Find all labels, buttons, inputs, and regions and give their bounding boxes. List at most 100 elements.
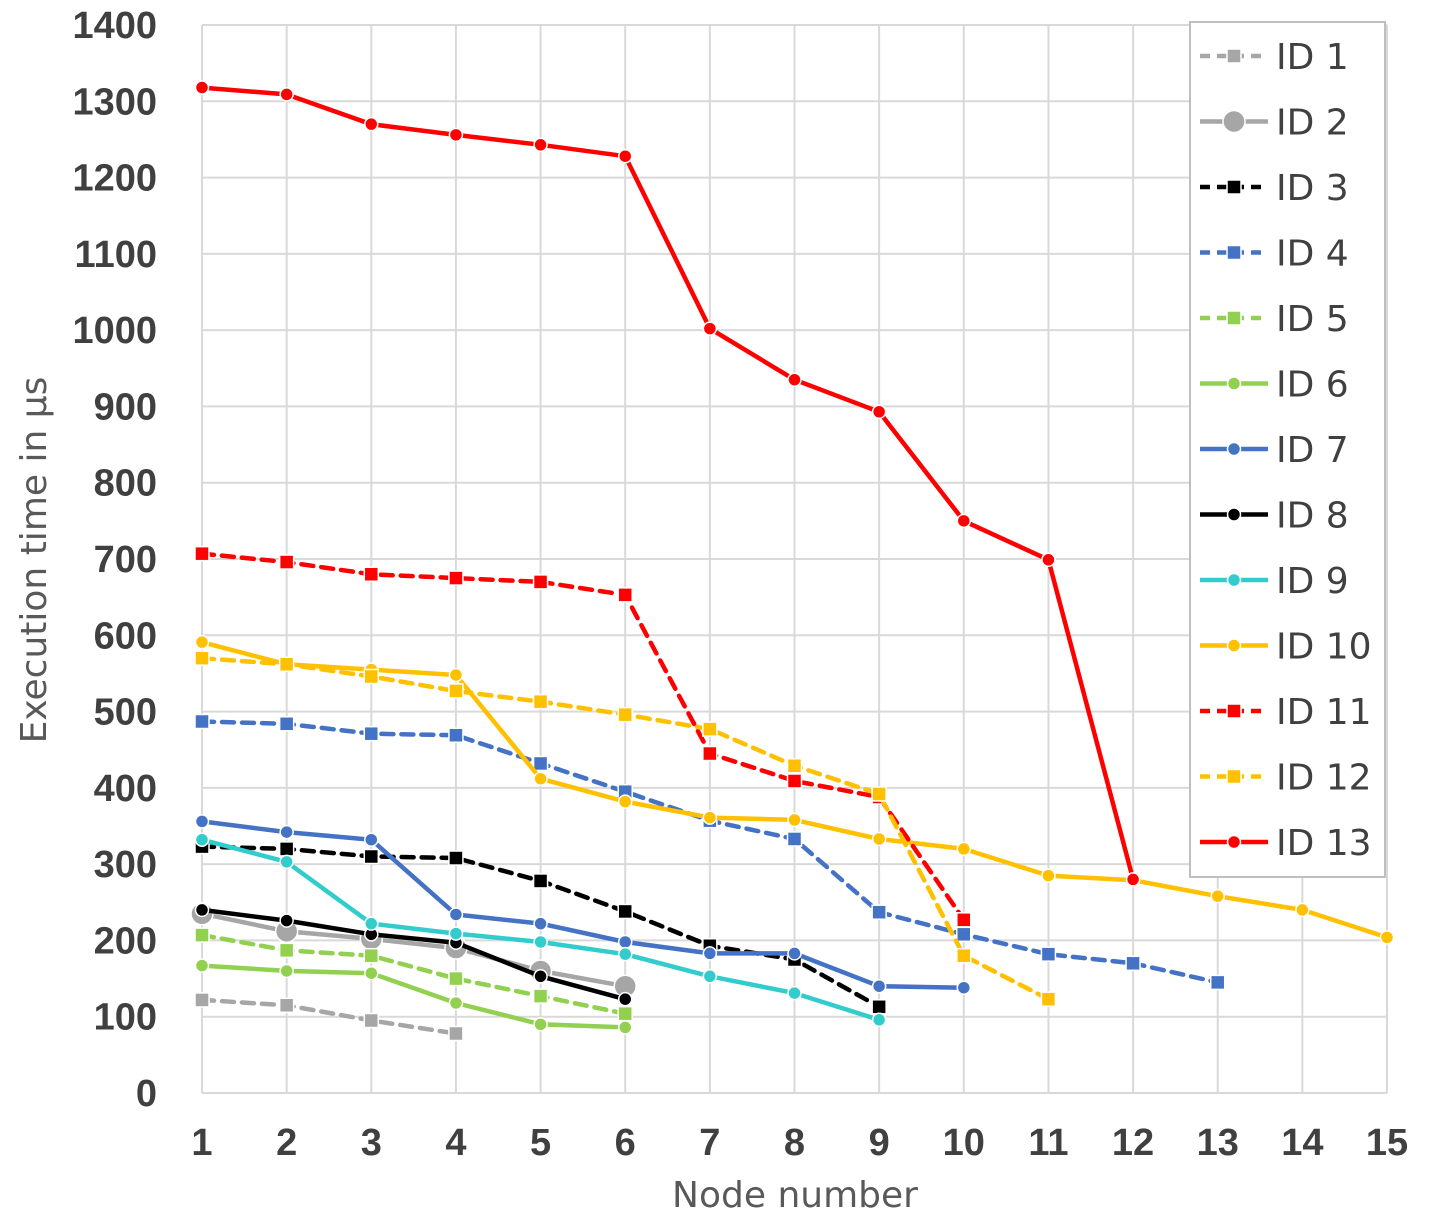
legend-item-id-12: ID 12 [1200,758,1372,799]
legend-marker [1226,48,1242,64]
data-point-id-3 [532,873,549,889]
x-tick-label: 7 [699,1122,720,1164]
series-id-5 [194,927,633,1022]
data-point-id-11 [617,587,633,603]
data-point-id-11 [532,574,549,590]
data-point-id-12 [448,683,464,699]
data-point-id-10 [1379,930,1395,945]
legend-item-id-7: ID 7 [1200,430,1349,471]
x-tick-label: 12 [1112,1122,1154,1164]
legend-label: ID 5 [1276,299,1349,340]
data-point-id-12 [278,656,295,673]
data-point-id-8 [617,991,633,1007]
legend-marker [1226,638,1242,653]
data-point-id-9 [194,832,210,847]
legend-label: ID 7 [1276,430,1349,471]
data-point-id-6 [617,1020,633,1035]
data-point-id-4 [786,831,803,847]
legend-marker [1226,376,1242,391]
y-tick-label: 1300 [72,81,157,123]
x-tick-label: 3 [361,1122,382,1164]
x-tick-label: 6 [615,1122,636,1164]
legend: ID 1 ID 2 ID 3 ID 4 ID 5 ID 6 ID 7 ID 8 ID 9 ID 1… [1189,21,1386,878]
x-tick-label: 1 [191,1122,212,1164]
data-point-id-4 [1125,955,1141,972]
data-point-id-1 [363,1012,380,1029]
data-point-id-13 [871,404,887,420]
data-point-id-4 [363,725,380,742]
data-point-id-4 [194,713,210,730]
legend-label: ID 3 [1276,168,1349,209]
data-point-id-13 [1125,872,1141,887]
y-tick-label: 1100 [75,234,157,276]
data-point-id-5 [363,947,380,964]
data-point-id-4 [278,716,295,732]
data-point-id-12 [956,947,972,964]
legend-label: ID 12 [1276,758,1372,799]
data-point-id-10 [702,810,718,825]
x-tick-label: 11 [1028,1122,1068,1164]
data-point-id-11 [702,745,718,762]
x-tick-label: 14 [1281,1122,1323,1164]
legend-marker [1226,244,1242,261]
data-point-id-9 [533,934,548,950]
x-tick-label: 4 [445,1122,466,1164]
data-point-id-10 [1210,888,1225,904]
legend-marker [1226,768,1242,785]
data-point-id-3 [617,903,633,920]
legend-marker [1226,179,1242,195]
data-point-id-13 [702,321,718,336]
series-id-7 [194,814,972,995]
data-point-id-11 [786,773,803,789]
data-point-id-9 [871,1012,887,1028]
data-point-id-13 [617,148,633,164]
x-tick-label: 15 [1366,1122,1408,1164]
y-tick-label: 400 [94,768,157,810]
legend-marker [1226,310,1242,326]
legend-item-id-13: ID 13 [1200,823,1372,864]
legend-marker [1226,441,1242,457]
y-tick-label: 0 [136,1073,157,1115]
y-tick-label: 100 [94,997,157,1039]
legend-item-id-10: ID 10 [1200,627,1372,668]
data-point-id-6 [533,1017,548,1032]
y-axis-title: Execution time in µs [14,377,55,744]
legend-item-id-2: ID 2 [1200,103,1349,144]
y-tick-label: 500 [94,692,157,734]
data-point-id-9 [787,985,802,1001]
series-line-id-8 [199,907,628,1002]
x-axis-title: Node number [672,1175,918,1216]
y-tick-label: 1000 [72,310,157,352]
data-point-id-3 [278,841,295,857]
series-id-9 [194,832,887,1028]
data-point-id-12 [617,706,633,723]
data-point-id-6 [194,958,210,973]
data-point-id-8 [279,913,294,928]
data-point-id-5 [617,1005,633,1022]
data-point-id-7 [279,824,294,840]
data-point-id-10 [1041,868,1056,883]
data-point-id-10 [617,794,633,809]
y-tick-label: 800 [94,463,157,505]
y-tick-label: 900 [94,386,157,428]
data-point-id-9 [617,946,633,962]
data-point-id-11 [448,570,464,586]
series-id-12 [194,650,1057,1007]
x-tick-label: 2 [276,1122,297,1164]
data-point-id-5 [448,970,464,987]
data-point-id-13 [956,513,972,529]
series-id-8 [194,902,633,1007]
data-point-id-12 [194,650,210,666]
data-point-id-4 [871,904,887,920]
data-point-id-7 [702,946,718,961]
legend-label: ID 10 [1276,627,1372,668]
data-point-id-8 [194,902,210,918]
legend-item-id-4: ID 4 [1200,234,1349,275]
data-point-id-10 [956,841,972,857]
data-point-id-11 [363,566,380,583]
data-point-id-11 [278,554,295,570]
data-point-id-12 [1040,991,1057,1007]
data-point-id-12 [532,693,549,710]
y-tick-label: 200 [94,920,157,962]
data-point-id-7 [364,832,379,847]
